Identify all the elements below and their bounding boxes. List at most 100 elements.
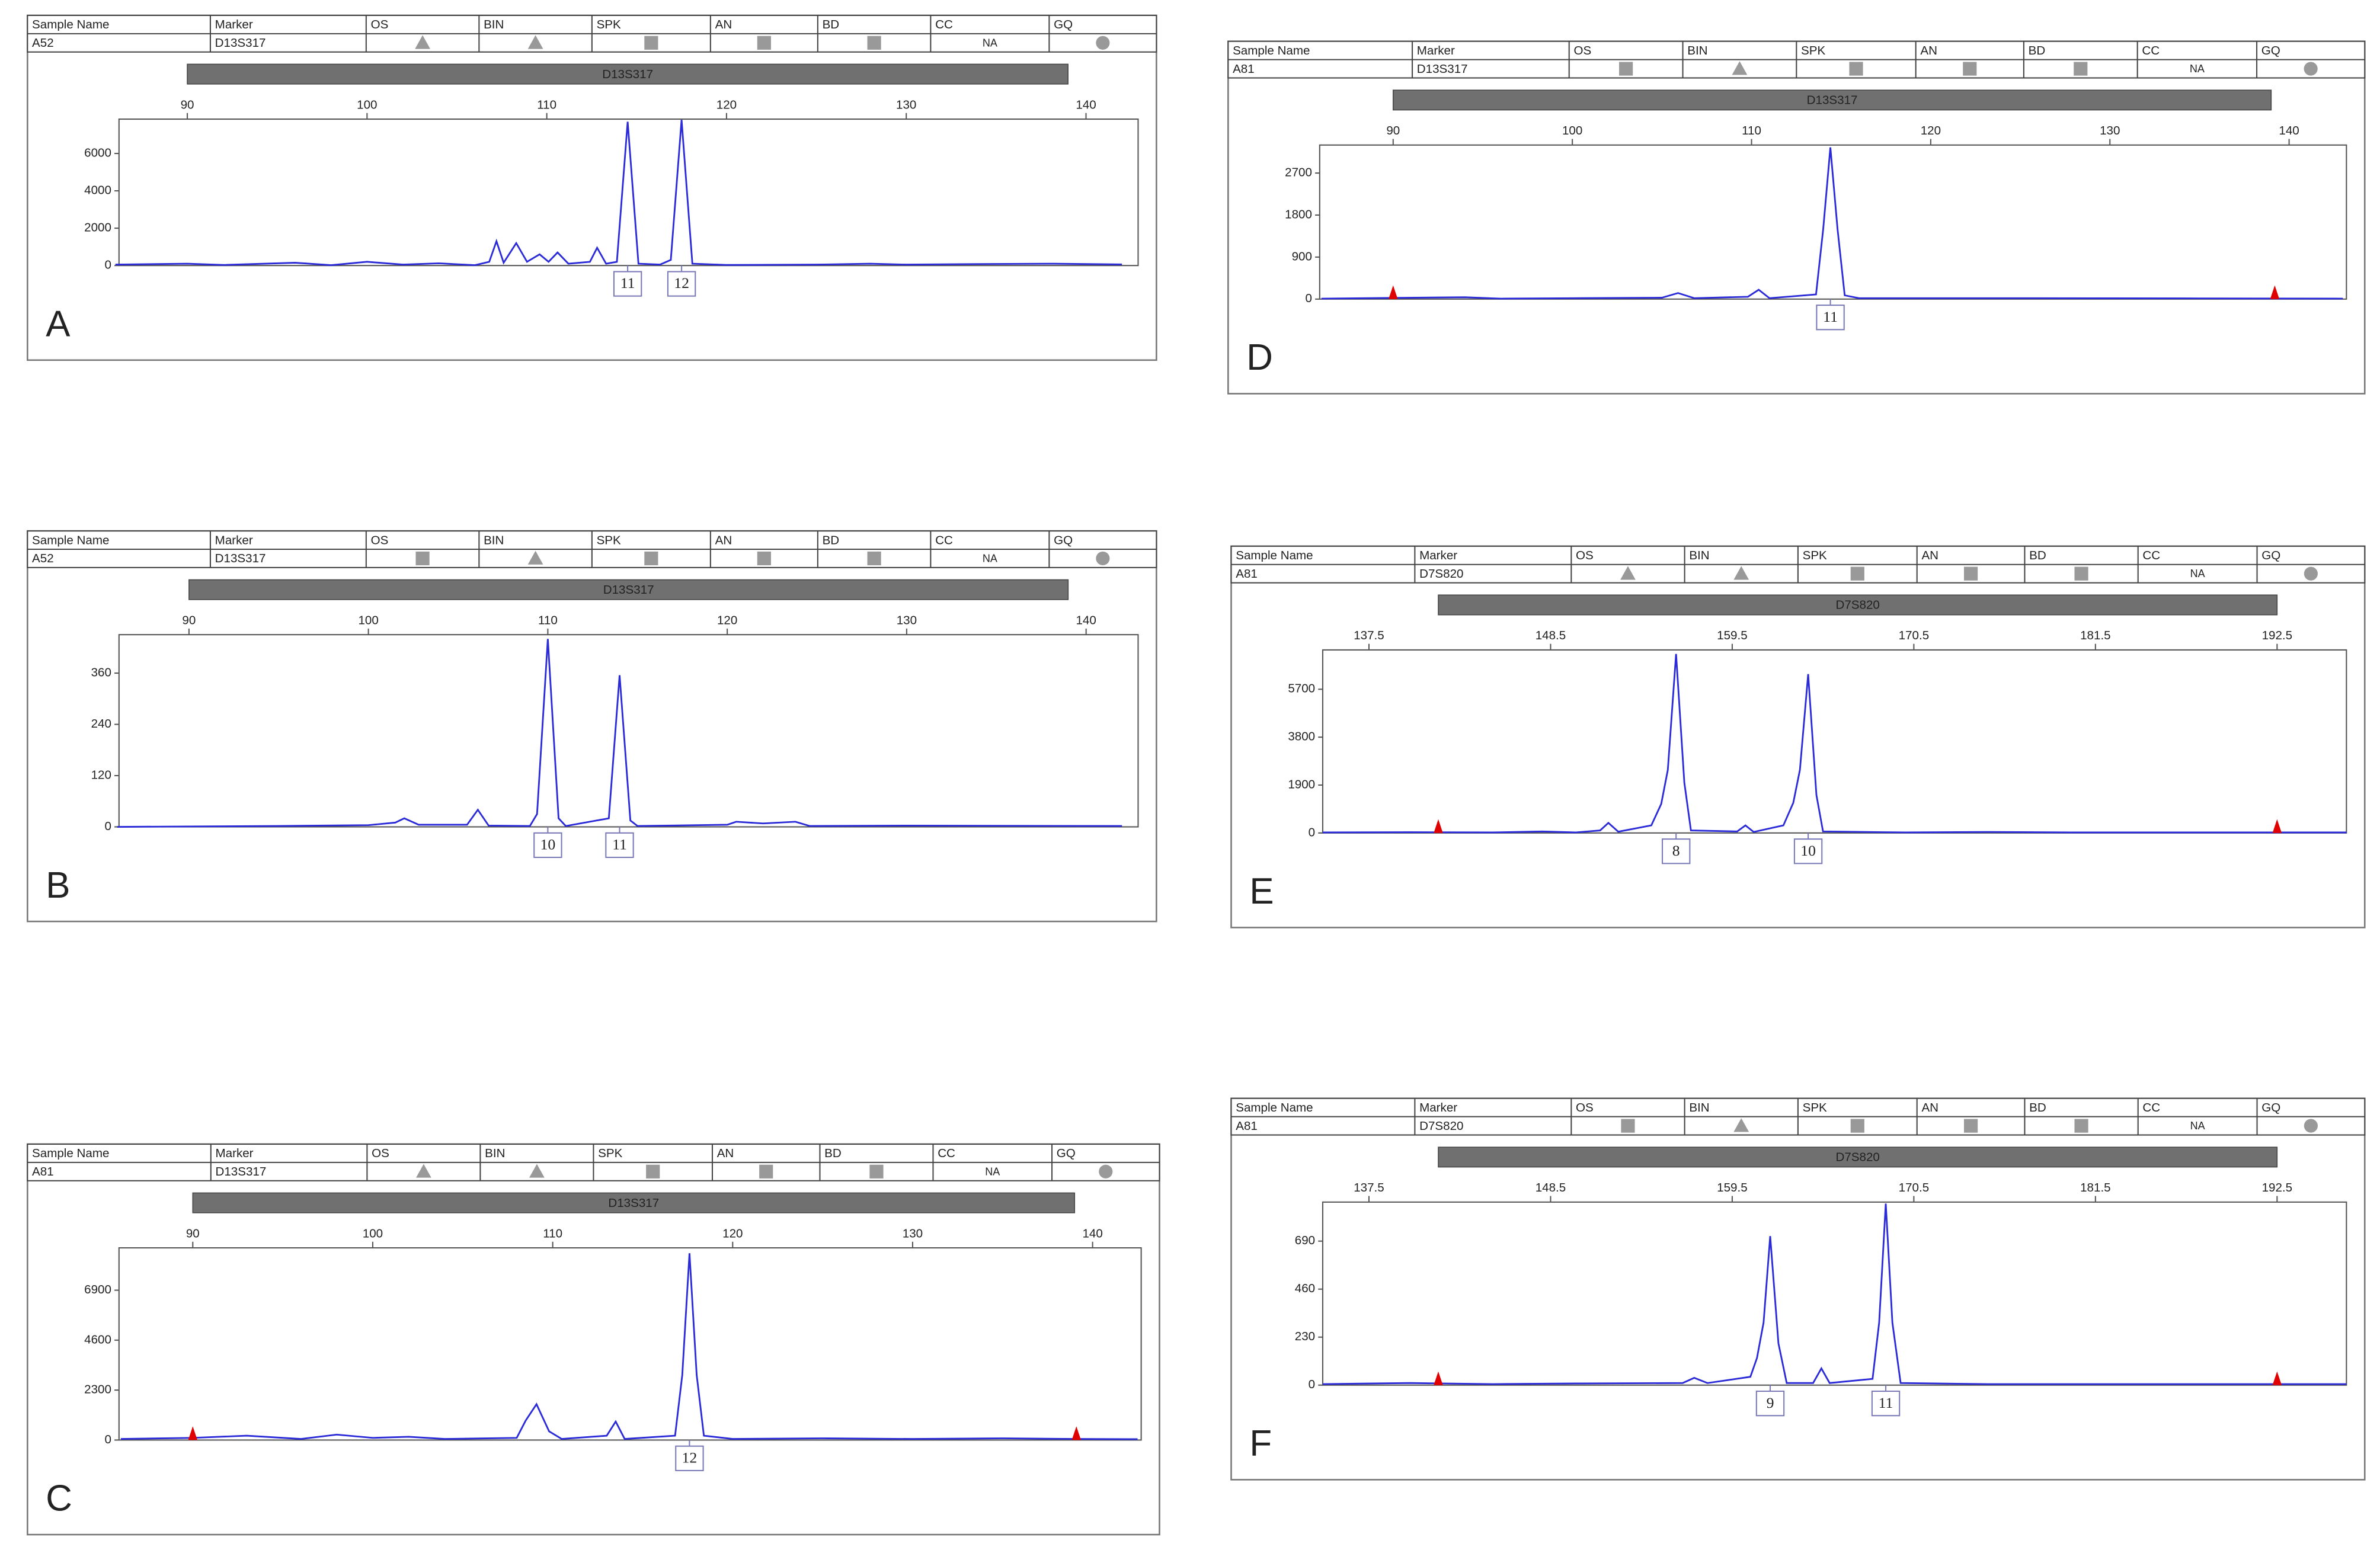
- flag-square: [757, 551, 771, 566]
- panel-letter: E: [1249, 871, 1274, 912]
- flag-triangle: [527, 35, 543, 49]
- header-cell: GQ: [2261, 44, 2280, 57]
- marker-name: D7S820: [1419, 567, 1463, 581]
- header-cell: CC: [938, 1147, 955, 1160]
- flag-triangle: [1733, 1118, 1749, 1132]
- x-tick-label: 181.5: [2080, 629, 2111, 642]
- bin-label: D13S317: [1807, 94, 1858, 107]
- sample-name: A52: [32, 36, 54, 50]
- header-cell: BD: [2029, 44, 2046, 57]
- header-cell: CC: [935, 18, 953, 31]
- plot-area: [1322, 649, 2347, 834]
- header-cell: GQ: [1057, 1147, 1076, 1160]
- y-tick-label: 4000: [84, 184, 111, 197]
- header-cell: BIN: [484, 533, 504, 547]
- panel-letter: F: [1249, 1423, 1272, 1464]
- panel-letter: B: [46, 865, 70, 906]
- allele-box: [1755, 1391, 1785, 1417]
- flag-triangle: [527, 550, 543, 565]
- header-cell: BIN: [1689, 1101, 1709, 1115]
- x-tick-label: 170.5: [1899, 629, 1930, 642]
- marker-name: D13S317: [216, 1165, 267, 1178]
- y-tick-label: 900: [1292, 249, 1312, 263]
- header-cell: CC: [2142, 1101, 2160, 1115]
- y-tick-label: 120: [91, 768, 111, 782]
- trace: [120, 1253, 1138, 1440]
- header-cell: SPK: [1803, 1101, 1827, 1115]
- flag-square: [867, 551, 881, 566]
- flag-square: [1621, 1119, 1635, 1133]
- x-tick-label: 130: [897, 613, 917, 627]
- x-tick-label: 181.5: [2080, 1181, 2111, 1194]
- y-tick-label: 240: [91, 717, 111, 731]
- flag-circle: [2304, 62, 2318, 76]
- ladder-marker: [1389, 285, 1398, 299]
- x-tick-label: 120: [716, 98, 737, 111]
- y-tick-label: 230: [1295, 1330, 1315, 1343]
- header-cell: OS: [1573, 44, 1591, 57]
- flag-square: [415, 551, 430, 566]
- x-tick-label: 130: [903, 1226, 923, 1240]
- x-tick-label: 130: [2100, 124, 2120, 137]
- allele-label: 8: [1672, 842, 1680, 859]
- flag-circle: [2304, 566, 2318, 581]
- allele-label: 11: [612, 836, 627, 853]
- header-cell: GQ: [2261, 1101, 2280, 1115]
- allele-box: [1793, 838, 1823, 864]
- allele-label: 11: [620, 274, 635, 292]
- ladder-marker: [2270, 285, 2280, 299]
- y-tick-label: 690: [1295, 1234, 1315, 1247]
- allele-box: [605, 832, 634, 859]
- header-cell: BD: [824, 1147, 842, 1160]
- x-tick-label: 100: [358, 613, 378, 627]
- bin-label: D13S317: [608, 1196, 659, 1210]
- x-tick-label: 170.5: [1899, 1181, 1930, 1194]
- panel-letter: C: [46, 1478, 72, 1519]
- x-tick-label: 192.5: [2262, 1181, 2293, 1194]
- flag-square: [646, 1164, 660, 1178]
- y-tick-label: 0: [1309, 1378, 1315, 1391]
- flag-triangle: [529, 1164, 545, 1178]
- header-cell: SPK: [1801, 44, 1825, 57]
- x-tick-label: 140: [2279, 124, 2299, 137]
- bin-label: D13S317: [603, 583, 654, 597]
- flag-square: [869, 1164, 884, 1178]
- header-cell: AN: [1920, 44, 1937, 57]
- header-cell: GQ: [1054, 18, 1073, 31]
- allele-box: [613, 271, 642, 297]
- y-tick-label: 5700: [1288, 682, 1315, 696]
- header-cell: Sample Name: [32, 533, 109, 547]
- allele-label: 12: [674, 274, 689, 292]
- x-tick-label: 148.5: [1536, 629, 1566, 642]
- marker-name: D7S820: [1419, 1119, 1463, 1133]
- header-cell: BIN: [1689, 549, 1709, 562]
- allele-box: [1662, 838, 1691, 864]
- flag-triangle: [415, 35, 430, 49]
- x-tick-label: 192.5: [2262, 629, 2293, 642]
- ladder-marker: [188, 1426, 198, 1440]
- y-tick-label: 6900: [84, 1283, 111, 1296]
- header-cell: AN: [717, 1147, 734, 1160]
- x-tick-label: 110: [1742, 124, 1761, 137]
- header-cell: BIN: [485, 1147, 505, 1160]
- cc-value: NA: [2190, 63, 2205, 75]
- header-cell: OS: [371, 533, 389, 547]
- bin-bar: [1393, 89, 2272, 111]
- allele-box: [1816, 305, 1845, 331]
- allele-label: 10: [1800, 842, 1816, 859]
- flag-square: [1849, 62, 1863, 76]
- y-tick-label: 2300: [84, 1383, 111, 1397]
- marker-name: D13S317: [215, 36, 266, 50]
- header-cell: BD: [823, 18, 840, 31]
- header-cell: BIN: [1687, 44, 1707, 57]
- x-tick-label: 140: [1076, 98, 1096, 111]
- header-cell: Sample Name: [1236, 1101, 1313, 1115]
- allele-box: [533, 832, 562, 859]
- y-tick-label: 0: [104, 1433, 111, 1446]
- y-tick-label: 2700: [1285, 166, 1312, 180]
- header-cell: BD: [2029, 549, 2046, 562]
- flag-square: [759, 1164, 773, 1178]
- flag-square: [1963, 566, 1978, 581]
- flag-square: [1963, 1119, 1978, 1133]
